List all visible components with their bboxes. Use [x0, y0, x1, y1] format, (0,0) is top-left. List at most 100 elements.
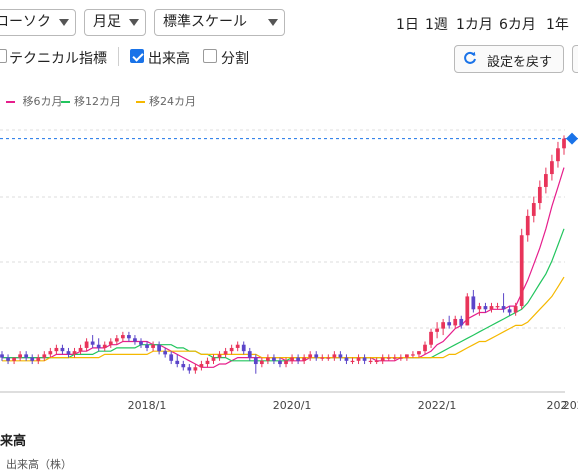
volume-label[interactable]: 出来高: [148, 51, 190, 67]
volume-section-title: 来高: [0, 434, 27, 449]
candle: [133, 335, 137, 345]
candle: [507, 306, 512, 316]
candle: [90, 335, 95, 348]
period-unit-value: 月足: [93, 14, 121, 30]
legend-ma24: 移24カ月: [136, 93, 196, 109]
reset-settings-button[interactable]: 設定を戻す: [454, 45, 564, 73]
x-tick-label: 2020/1: [273, 399, 312, 412]
candle-body: [205, 360, 210, 365]
candle: [320, 354, 325, 361]
candle: [392, 354, 397, 361]
candle: [187, 364, 192, 374]
candle: [30, 354, 35, 365]
candle: [157, 341, 161, 355]
candle-body: [284, 360, 288, 365]
candle-body: [0, 354, 4, 358]
technical-indicator-checkbox[interactable]: [0, 49, 7, 63]
candle-body: [48, 351, 53, 355]
candle-body: [392, 357, 397, 359]
period-unit-select[interactable]: 月足: [84, 9, 146, 36]
candle: [525, 209, 530, 242]
scale-select[interactable]: 標準スケール: [154, 9, 285, 36]
candle: [54, 344, 59, 355]
candle-body: [139, 341, 143, 345]
candle: [151, 341, 155, 352]
legend-ma24-label: 移24カ月: [149, 95, 196, 108]
candle: [356, 354, 361, 365]
candle: [302, 354, 307, 365]
candle: [380, 354, 385, 365]
candle-body: [96, 344, 101, 348]
candle: [513, 302, 518, 316]
candle-body: [24, 354, 29, 358]
candle-body: [531, 203, 536, 216]
candle-body: [411, 354, 415, 356]
candle: [362, 354, 367, 365]
side-button-edge[interactable]: [572, 45, 578, 73]
split-checkbox[interactable]: [203, 49, 217, 63]
candle-body: [241, 344, 246, 352]
candle: [24, 351, 29, 361]
candle: [193, 364, 198, 374]
legend-ma24-swatch: [136, 101, 145, 103]
technical-indicator-label[interactable]: テクニカル指標: [9, 51, 107, 67]
candle: [550, 154, 554, 181]
x-tick-label: 2022/1: [418, 399, 457, 412]
x-tick-label: 202: [547, 399, 568, 412]
period-6m[interactable]: 6カ月: [499, 17, 536, 33]
candle: [18, 351, 23, 361]
last-price-marker-icon: [566, 132, 578, 145]
candle-body: [356, 357, 361, 361]
candle: [338, 351, 343, 361]
period-1y[interactable]: 1年: [546, 17, 569, 33]
candle-body: [157, 344, 161, 352]
candle: [284, 357, 288, 368]
candle-body: [368, 360, 373, 363]
candle: [398, 354, 403, 361]
candle-body: [562, 138, 566, 149]
period-1w[interactable]: 1週: [425, 17, 448, 33]
candle: [332, 351, 337, 361]
candle: [169, 351, 174, 365]
candle-body: [405, 354, 409, 358]
candle-body: [386, 357, 391, 359]
candle-body: [30, 357, 35, 361]
candle-body: [102, 344, 107, 348]
legend-ma6-swatch: [6, 101, 15, 103]
legend-ma6-label: 移6カ月: [22, 95, 63, 108]
candle: [441, 318, 446, 336]
candle: [60, 344, 65, 355]
scale-value: 標準スケール: [163, 14, 247, 30]
candle-body: [133, 338, 137, 342]
chart-type-select[interactable]: ローソク: [0, 9, 76, 36]
candle-body: [193, 367, 198, 371]
period-1d[interactable]: 1日: [396, 17, 419, 33]
candle-body: [84, 341, 89, 348]
candle: [519, 228, 524, 310]
volume-checkbox[interactable]: [130, 49, 144, 63]
refresh-icon: [464, 51, 476, 64]
candle-body: [489, 306, 494, 310]
candle: [278, 357, 282, 368]
candle-body: [187, 367, 192, 371]
period-1m[interactable]: 1カ月: [456, 17, 493, 33]
candle-body: [525, 215, 530, 236]
candle-body: [423, 344, 427, 352]
candle-body: [217, 354, 222, 358]
candle-body: [308, 354, 313, 358]
candle: [368, 357, 373, 365]
candle-body: [441, 322, 446, 329]
candle-body: [338, 354, 343, 358]
candle: [374, 357, 379, 365]
candle: [556, 141, 560, 168]
candle: [296, 354, 300, 365]
split-label[interactable]: 分割: [221, 51, 249, 67]
candle: [435, 322, 439, 339]
candle-body: [398, 357, 403, 359]
candle: [489, 302, 494, 313]
candle: [84, 338, 89, 352]
candle: [127, 331, 131, 342]
chevron-down-icon: [59, 19, 69, 26]
candle-body: [550, 161, 554, 175]
